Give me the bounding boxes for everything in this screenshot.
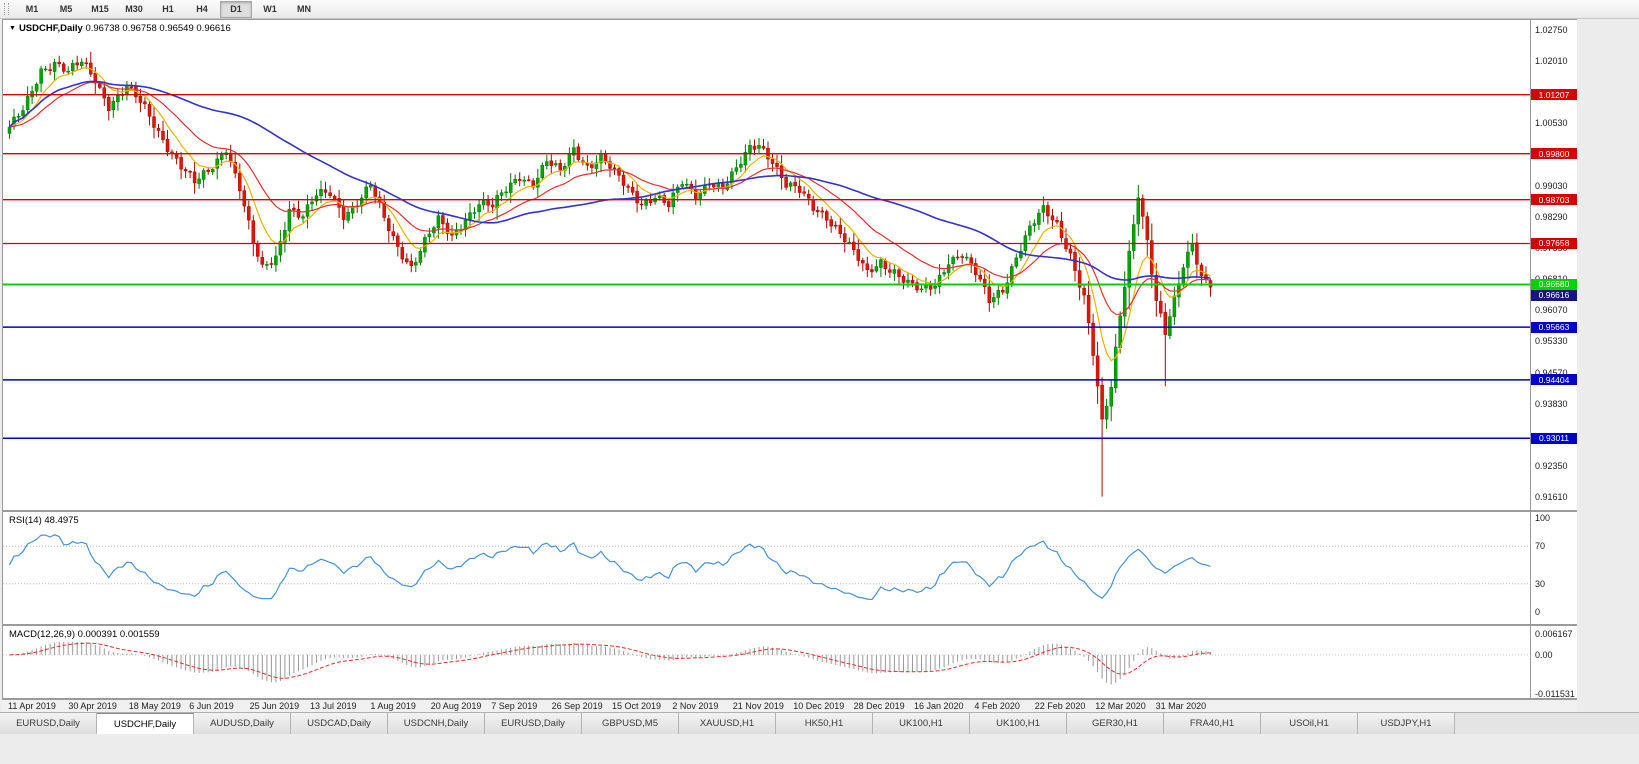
date-axis-label: 10 Dec 2019	[793, 701, 845, 711]
date-axis-label: 2 Nov 2019	[672, 701, 719, 711]
macd-label: MACD(12,26,9) 0.000391 0.001559	[9, 629, 160, 640]
date-axis-label: 6 Jun 2019	[189, 701, 234, 711]
date-axis[interactable]: 11 Apr 2019 30 Apr 2019 18 May 2019 6 Jun 2…	[2, 699, 1577, 712]
bid-price-tag: 0.96616	[1531, 289, 1577, 301]
price-scale-tick: 0.95330	[1535, 336, 1568, 347]
chart-tab-uk100-h1[interactable]: UK100,H1	[970, 713, 1067, 734]
price-scale-tick: 0.99030	[1535, 180, 1568, 191]
rsi-scale-tick: 0	[1535, 607, 1541, 617]
price-chart-panel: ▼ USDCHF,Daily 0.96738 0.96758 0.96549 0.…	[2, 19, 1577, 511]
timeframe-button-w1[interactable]: W1	[263, 4, 277, 14]
price-scale-tick: 0.94570	[1535, 367, 1568, 378]
chart-symbol-period: USDCHF,Daily	[18, 23, 83, 34]
date-axis-label: 1 Aug 2019	[370, 701, 416, 711]
date-axis-label: 30 Apr 2019	[68, 701, 117, 711]
timeframe-button-h1[interactable]: H1	[162, 4, 174, 14]
chart-tab-eurusd-daily[interactable]: EURUSD,Daily	[0, 713, 97, 734]
chart-tab-hk50-h1[interactable]: HK50,H1	[776, 713, 873, 734]
chart-title: ▼ USDCHF,Daily 0.96738 0.96758 0.96549 0.…	[9, 23, 231, 34]
chart-tab-gbpusd-m5[interactable]: GBPUSD,M5	[582, 713, 679, 734]
date-axis-label: 12 Mar 2020	[1095, 701, 1146, 711]
date-axis-label: 26 Sep 2019	[551, 701, 603, 711]
rsi-indicator-panel: RSI(14) 48.4975 100 70 30 0	[2, 511, 1577, 625]
timeframe-button-m30[interactable]: M30	[125, 4, 143, 14]
timeframe-button-m5[interactable]: M5	[59, 4, 73, 14]
support-price-tag: 0.93011	[1531, 432, 1577, 444]
timeframe-button-group: M1 M5 M15 M30 H1 H4 D1 W1 MN	[15, 0, 321, 18]
rsi-plot[interactable]	[3, 512, 1530, 624]
chart-tab-audusd-daily[interactable]: AUDUSD,Daily	[194, 713, 291, 734]
price-scale-tick: 0.96070	[1535, 305, 1568, 316]
collapse-arrow-icon[interactable]: ▼	[9, 25, 16, 32]
date-axis-label: 20 Aug 2019	[430, 701, 482, 711]
macd-indicator-panel: MACD(12,26,9) 0.000391 0.001559 0.006167…	[2, 625, 1577, 699]
date-axis-label: 16 Jan 2020	[914, 701, 964, 711]
chart-tab-usoil-h1[interactable]: USOil,H1	[1261, 713, 1358, 734]
chart-tab-fra40-h1[interactable]: FRA40,H1	[1164, 713, 1261, 734]
macd-scale-tick: -0.011531	[1535, 689, 1575, 699]
timeframe-button-d1[interactable]: D1	[220, 0, 252, 18]
price-scale[interactable]: 1.027501.020101.005300.990300.982900.975…	[1530, 20, 1577, 510]
resistance-price-tag: 0.98703	[1531, 194, 1577, 206]
macd-scale[interactable]: 0.006167 0.00 -0.011531	[1530, 626, 1577, 699]
date-axis-label: 15 Oct 2019	[612, 701, 662, 711]
chart-tab-usdcad-daily[interactable]: USDCAD,Daily	[291, 713, 388, 734]
chart-tab-xauusd-h1[interactable]: XAUUSD,H1	[679, 713, 776, 734]
chart-tab-ger30-h1[interactable]: GER30,H1	[1067, 713, 1164, 734]
rsi-label: RSI(14) 48.4975	[9, 515, 79, 526]
date-axis-label: 31 Mar 2020	[1155, 701, 1207, 711]
macd-scale-tick: 0.00	[1535, 649, 1553, 660]
date-axis-label: 25 Jun 2019	[249, 701, 300, 711]
chart-tab-usdchf-daily[interactable]: USDCHF,Daily	[97, 713, 194, 734]
price-scale-tick: 0.98290	[1535, 211, 1568, 222]
price-scale-tick: 1.02750	[1535, 25, 1568, 35]
timeframe-button-h4[interactable]: H4	[196, 4, 208, 14]
timeframe-button-mn[interactable]: MN	[297, 4, 311, 14]
rsi-scale-tick: 100	[1535, 513, 1551, 523]
pivot-price-tag: 0.96680	[1531, 278, 1577, 290]
price-scale-tick: 0.93830	[1535, 398, 1568, 409]
chart-ohlc-values: 0.96738 0.96758 0.96549 0.96616	[85, 23, 231, 34]
timeframe-button-m15[interactable]: M15	[91, 4, 109, 14]
date-axis-label: 13 Jul 2019	[310, 701, 357, 711]
macd-plot[interactable]	[3, 626, 1530, 698]
chart-tab-uk100-h1[interactable]: UK100,H1	[873, 713, 970, 734]
support-price-tag: 0.95663	[1531, 321, 1577, 333]
rsi-scale-tick: 30	[1535, 578, 1546, 589]
resistance-price-tag: 1.01207	[1531, 89, 1577, 101]
resistance-price-tag: 0.99800	[1531, 148, 1577, 160]
price-scale-tick: 0.92350	[1535, 460, 1568, 471]
chart-tab-usdjpy-h1[interactable]: USDJPY,H1	[1358, 713, 1455, 734]
price-scale-tick: 1.00530	[1535, 118, 1568, 129]
date-axis-label: 4 Feb 2020	[974, 701, 1020, 711]
date-axis-label: 18 May 2019	[128, 701, 181, 711]
toolbar-drag-handle-icon[interactable]	[4, 3, 9, 15]
rsi-scale-tick: 70	[1535, 541, 1546, 552]
price-scale-tick: 0.91610	[1535, 492, 1568, 502]
date-axis-label: 11 Apr 2019	[8, 701, 56, 711]
rsi-scale[interactable]: 100 70 30 0	[1530, 512, 1577, 624]
date-axis-label: 22 Feb 2020	[1034, 701, 1086, 711]
chart-tab-bar: EURUSD,Daily USDCHF,Daily AUDUSD,Daily USDC…	[0, 712, 1639, 734]
chart-tab-eurusd-daily[interactable]: EURUSD,Daily	[485, 713, 582, 734]
macd-scale-tick: 0.006167	[1535, 629, 1573, 639]
date-axis-label: 7 Sep 2019	[491, 701, 538, 711]
price-plot[interactable]	[3, 20, 1530, 510]
chart-tab-usdcnh-daily[interactable]: USDCNH,Daily	[388, 713, 485, 734]
price-scale-tick: 1.02010	[1535, 56, 1568, 67]
resistance-price-tag: 0.97658	[1531, 237, 1577, 249]
timeframe-button-m1[interactable]: M1	[25, 4, 39, 14]
timeframe-toolbar: M1 M5 M15 M30 H1 H4 D1 W1 MN	[0, 0, 1639, 19]
date-axis-label: 21 Nov 2019	[732, 701, 784, 711]
support-price-tag: 0.94404	[1531, 374, 1577, 386]
date-axis-label: 28 Dec 2019	[853, 701, 905, 711]
